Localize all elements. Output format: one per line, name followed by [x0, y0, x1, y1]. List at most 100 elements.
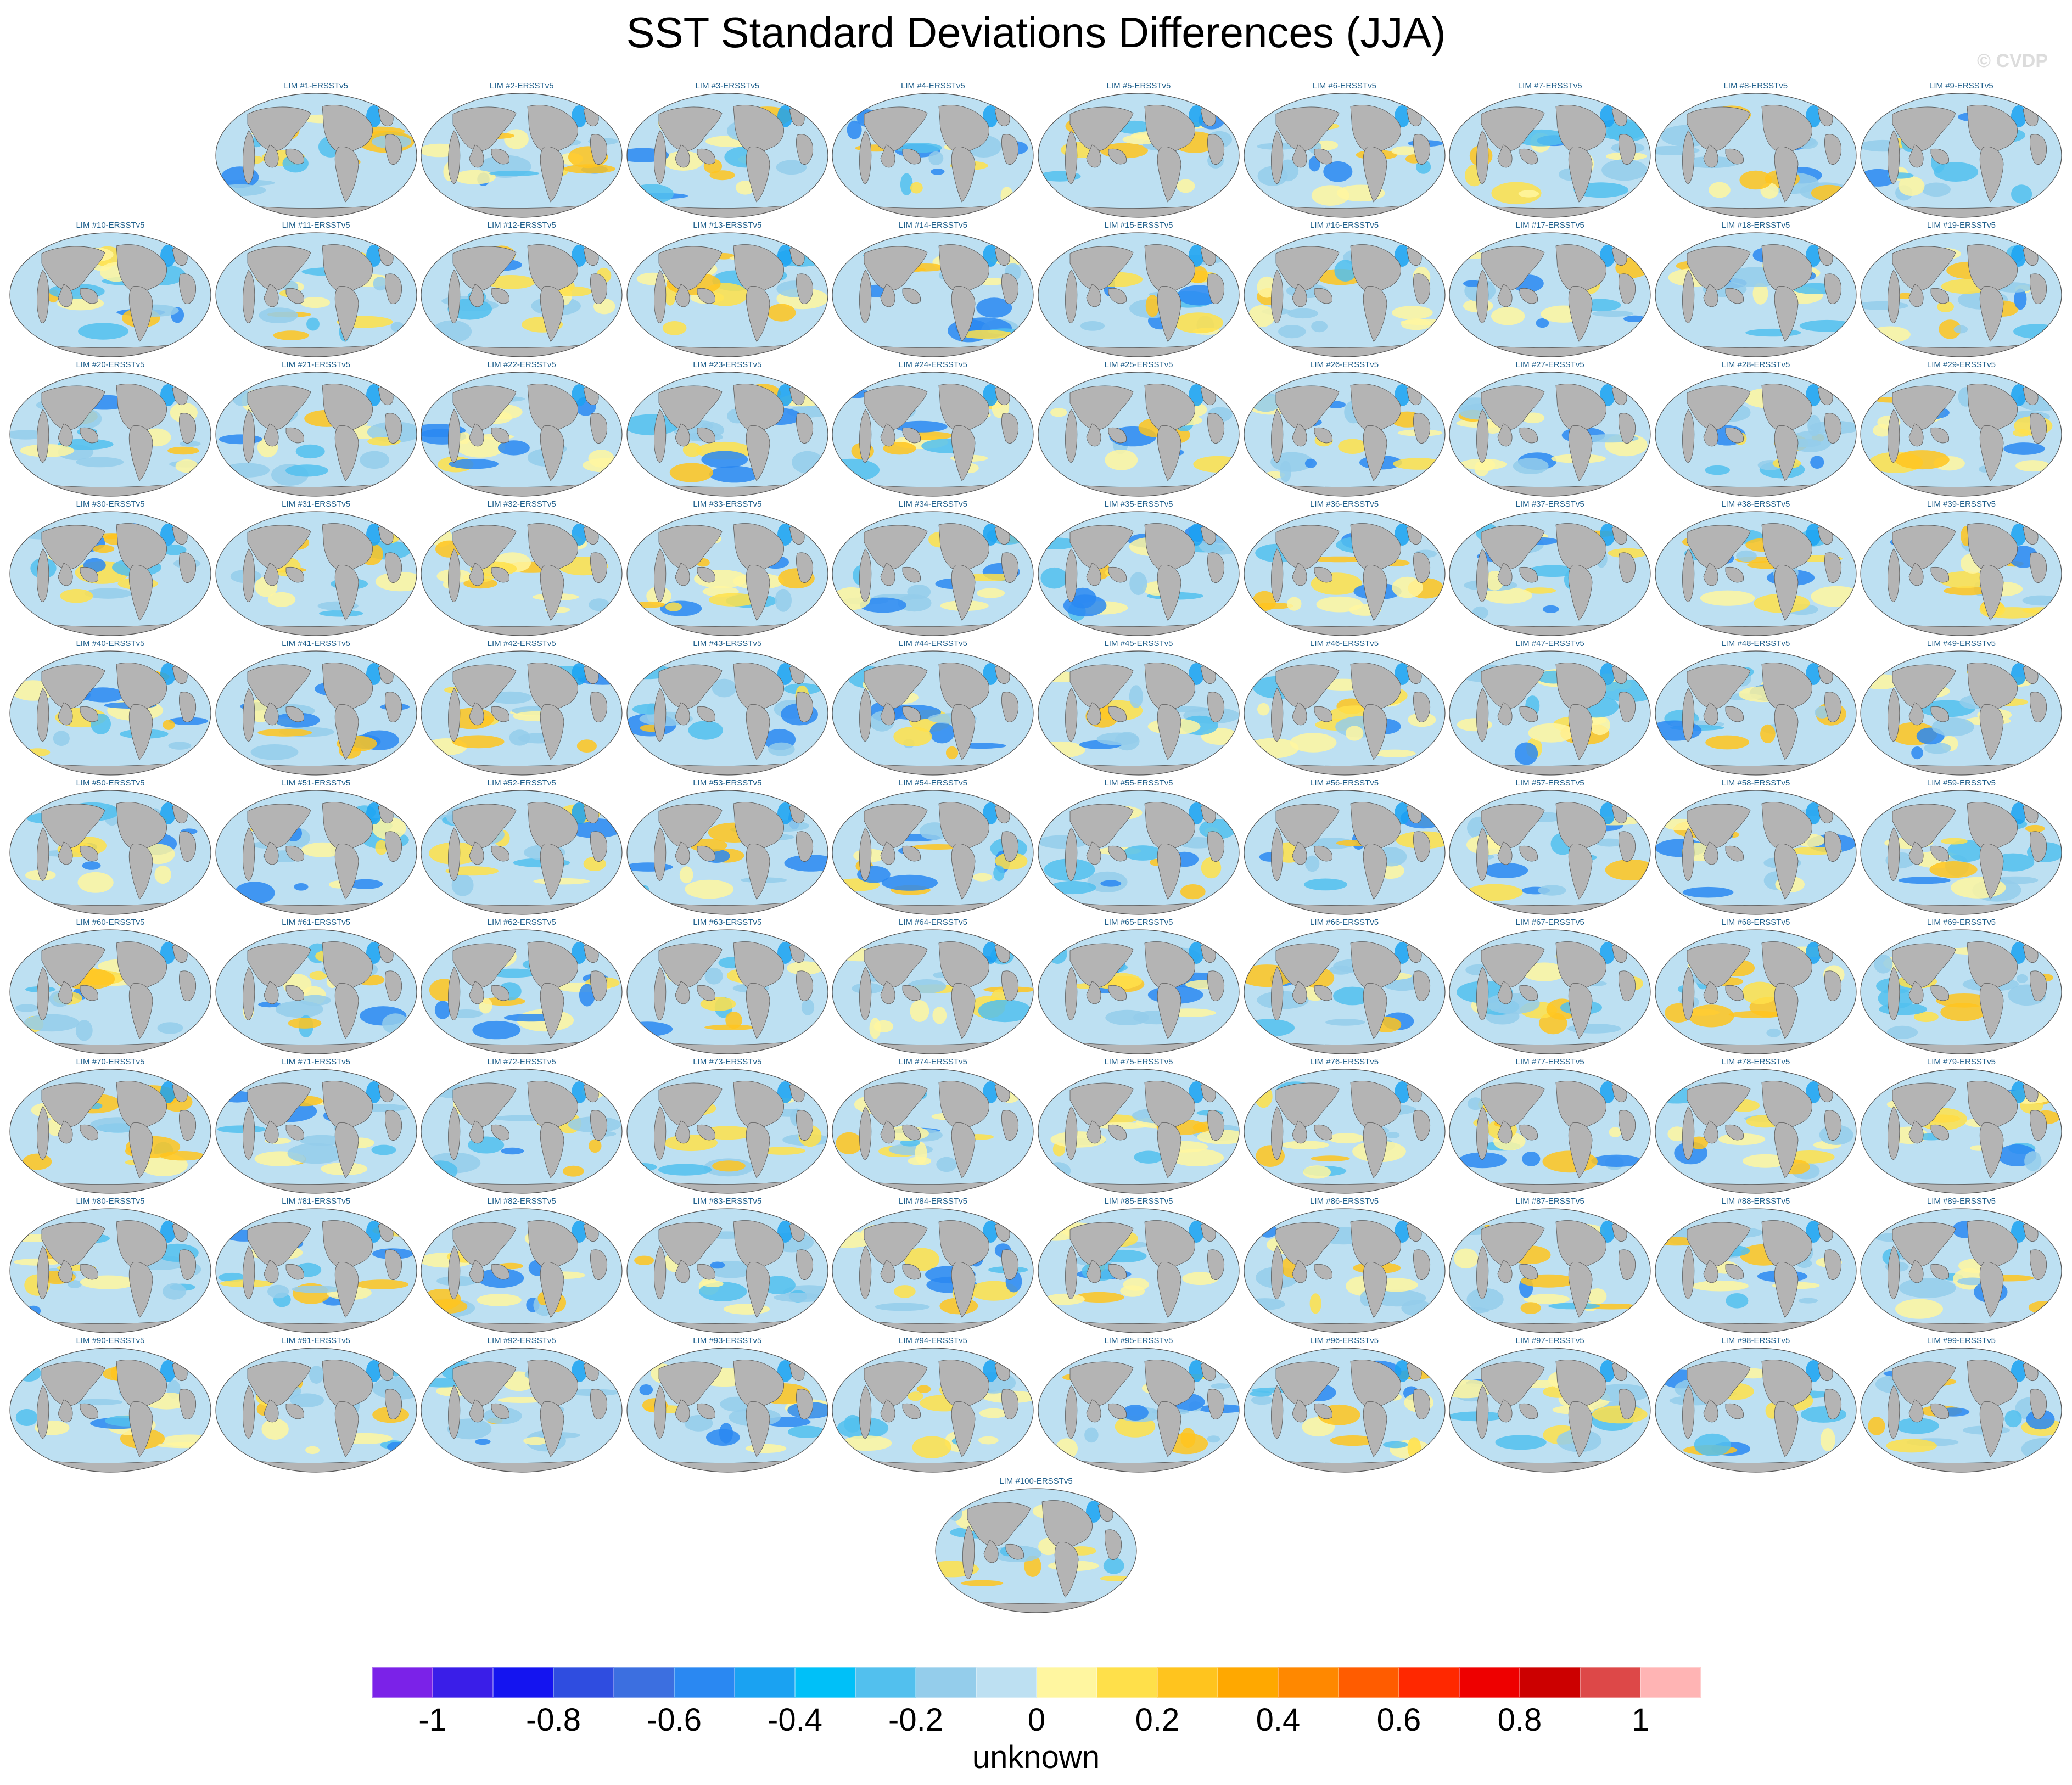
colorbar-swatch	[493, 1667, 553, 1698]
panel-title: LIM #61-ERSSTv5	[282, 918, 351, 927]
land-mass	[469, 144, 484, 168]
sst-anomaly-patch	[1522, 1152, 1541, 1166]
land-mass	[1207, 1249, 1225, 1280]
sst-anomaly-patch	[1527, 565, 1579, 577]
panel-title: LIM #99-ERSSTv5	[1927, 1336, 1996, 1345]
colorbar-tick-labels: -1 -0.8 -0.6 -0.4 -0.2 0 0.2 0.4 0.6 0.8 1	[0, 1702, 2072, 1740]
land-mass	[1065, 688, 1078, 742]
sst-anomaly-patch	[1463, 280, 1482, 287]
map-border	[9, 511, 211, 636]
land-mass	[452, 1222, 517, 1267]
sst-anomaly-patch	[1899, 176, 1925, 196]
land-mass	[242, 548, 255, 602]
world-map	[1655, 93, 1857, 218]
world-map	[215, 93, 417, 218]
land-mass	[951, 147, 976, 203]
land-mass	[179, 1110, 197, 1141]
panel-title: LIM #77-ERSSTv5	[1515, 1057, 1584, 1066]
sst-anomaly-patch	[1330, 1435, 1376, 1446]
sst-anomaly-patch	[2017, 974, 2028, 983]
land-mass	[746, 565, 770, 621]
land-mass	[1069, 525, 1134, 570]
panel-title: LIM #6-ERSSTv5	[1312, 81, 1376, 91]
land-mass	[128, 844, 153, 900]
panel-title: LIM #78-ERSSTv5	[1721, 1057, 1790, 1066]
land-mass	[41, 1082, 105, 1127]
land-mass	[658, 246, 723, 291]
colorbar-swatch	[795, 1667, 855, 1698]
panel-title: LIM #17-ERSSTv5	[1515, 221, 1584, 230]
land-mass	[983, 1540, 999, 1563]
map-panel: LIM #76-ERSSTv5	[1243, 1057, 1446, 1195]
land-mass	[1275, 106, 1340, 151]
land-mass	[1275, 1082, 1340, 1127]
land-mass	[1350, 244, 1401, 293]
land-mass	[1930, 1403, 1950, 1419]
sst-anomaly-patch	[701, 451, 748, 468]
land-mass	[264, 563, 279, 586]
world-map	[832, 650, 1034, 776]
land-mass	[1774, 844, 1799, 900]
sst-anomaly-patch	[1939, 571, 1991, 588]
sst-anomaly-patch	[669, 463, 713, 482]
land-mass	[1476, 548, 1489, 602]
world-map	[1038, 372, 1240, 497]
land-mass	[938, 1220, 990, 1268]
land-mass	[1001, 692, 1019, 722]
world-map	[9, 1348, 211, 1473]
land-mass	[1270, 967, 1283, 1020]
land-mass	[128, 1401, 153, 1457]
panel-title: LIM #30-ERSSTv5	[76, 499, 145, 509]
land-mass	[1108, 1403, 1127, 1419]
land-mass	[384, 1389, 402, 1419]
land-mass	[864, 1082, 928, 1127]
map-border	[626, 790, 828, 915]
map-border	[421, 1348, 623, 1473]
panel-title: LIM #97-ERSSTv5	[1515, 1336, 1584, 1345]
land-mass	[1555, 244, 1607, 293]
land-mass	[247, 385, 311, 430]
land-mass	[384, 1249, 402, 1280]
map-border	[1243, 1348, 1446, 1473]
sst-anomaly-patch	[498, 440, 530, 456]
sst-anomaly-patch	[1134, 1150, 1163, 1164]
sst-anomaly-patch	[1248, 305, 1275, 328]
land-mass	[1363, 704, 1387, 760]
land-mass	[116, 1360, 167, 1408]
sst-anomaly-patch	[1092, 1122, 1150, 1129]
land-mass	[1497, 1120, 1513, 1144]
sst-anomaly-patch	[684, 1415, 713, 1432]
world-map	[832, 372, 1034, 497]
land-mass	[1270, 1245, 1283, 1299]
panel-title: LIM #12-ERSSTv5	[487, 221, 556, 230]
land-mass	[491, 566, 510, 583]
land-mass	[1892, 943, 1956, 988]
land-mass	[1497, 284, 1513, 307]
land-mass	[2030, 970, 2047, 1001]
land-mass	[80, 1264, 98, 1280]
map-panel: LIM #82-ERSSTv5	[420, 1197, 623, 1335]
map-border	[1243, 650, 1446, 776]
land-mass	[658, 1082, 723, 1127]
land-mass	[1930, 706, 1950, 722]
sst-anomaly-patch	[1177, 179, 1195, 193]
land-mass	[452, 943, 517, 988]
land-mass	[1413, 552, 1430, 583]
world-map	[1860, 1069, 2062, 1194]
panel-title: LIM #63-ERSSTv5	[693, 918, 762, 927]
sst-anomaly-patch	[1304, 458, 1317, 468]
sst-anomaly-patch	[745, 1444, 787, 1453]
sst-anomaly-patch	[60, 588, 93, 603]
land-mass	[1086, 702, 1101, 726]
map-panel: LIM #88-ERSSTv5	[1654, 1197, 1857, 1335]
world-map	[9, 929, 211, 1054]
map-panel: LIM #74-ERSSTv5	[831, 1057, 1034, 1195]
map-panel: LIM #41-ERSSTv5	[215, 639, 418, 777]
colorbar-tick-label: 0	[1027, 1702, 1046, 1738]
land-mass	[697, 985, 715, 1001]
land-mass	[1350, 1360, 1401, 1408]
land-mass	[1725, 288, 1744, 304]
sst-anomaly-patch	[1682, 886, 1734, 898]
sst-anomaly-patch	[84, 588, 132, 599]
land-mass	[653, 1106, 667, 1160]
